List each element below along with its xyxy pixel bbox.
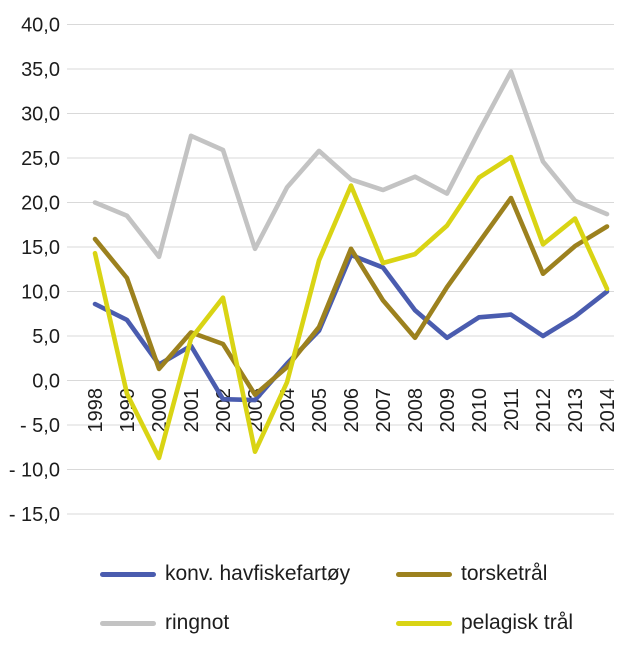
x-tick-label: 2010 xyxy=(469,388,491,433)
x-tick-label: 2007 xyxy=(373,388,395,433)
x-axis-labels: 1998 1999 2000 2001 2002 2003 2004 2005 2006 2007… xyxy=(85,388,619,433)
x-tick-label: 1999 xyxy=(117,388,139,433)
y-tick-label: 5,0 xyxy=(32,326,60,348)
x-tick-label: 2009 xyxy=(437,388,459,433)
series-lines xyxy=(92,69,610,461)
x-tick-label: 2012 xyxy=(533,388,555,433)
x-tick-label: 2000 xyxy=(149,388,171,433)
x-tick-label: 2005 xyxy=(309,388,331,433)
x-tick-label: 2014 xyxy=(597,388,619,433)
gridlines xyxy=(67,24,614,515)
x-tick-label: 2011 xyxy=(501,388,523,431)
y-tick-label: 0,0 xyxy=(32,371,60,393)
series-line-ringnot xyxy=(92,69,610,260)
series-line-pelagisk-tr-l xyxy=(92,154,610,461)
x-tick-label: 1998 xyxy=(85,388,107,433)
x-tick-label: 2002 xyxy=(213,388,235,433)
x-tick-label: 2001 xyxy=(181,388,203,433)
y-tick-label: 20,0 xyxy=(21,193,60,215)
y-tick-label: 40,0 xyxy=(21,15,60,37)
y-axis-labels: 40,0 35,0 30,0 25,0 20,0 15,0 10,0 5,0 0,0 - 5,0 -… xyxy=(9,15,60,527)
y-tick-label: 35,0 xyxy=(21,59,60,81)
y-tick-label: 30,0 xyxy=(21,104,60,126)
series-line-konv-havfiskefart-y xyxy=(92,252,610,403)
y-tick-label: 15,0 xyxy=(21,237,60,259)
y-tick-label: 10,0 xyxy=(21,282,60,304)
y-tick-label: - 15,0 xyxy=(9,504,60,526)
y-tick-label: - 10,0 xyxy=(9,460,60,482)
x-tick-label: 2008 xyxy=(405,388,427,433)
x-tick-label: 2006 xyxy=(341,388,363,433)
x-tick-label: 2004 xyxy=(277,388,299,433)
series-line-torsketr-l xyxy=(92,195,610,398)
y-tick-label: - 5,0 xyxy=(20,415,60,437)
x-tick-label: 2013 xyxy=(565,388,587,433)
y-tick-label: 25,0 xyxy=(21,148,60,170)
